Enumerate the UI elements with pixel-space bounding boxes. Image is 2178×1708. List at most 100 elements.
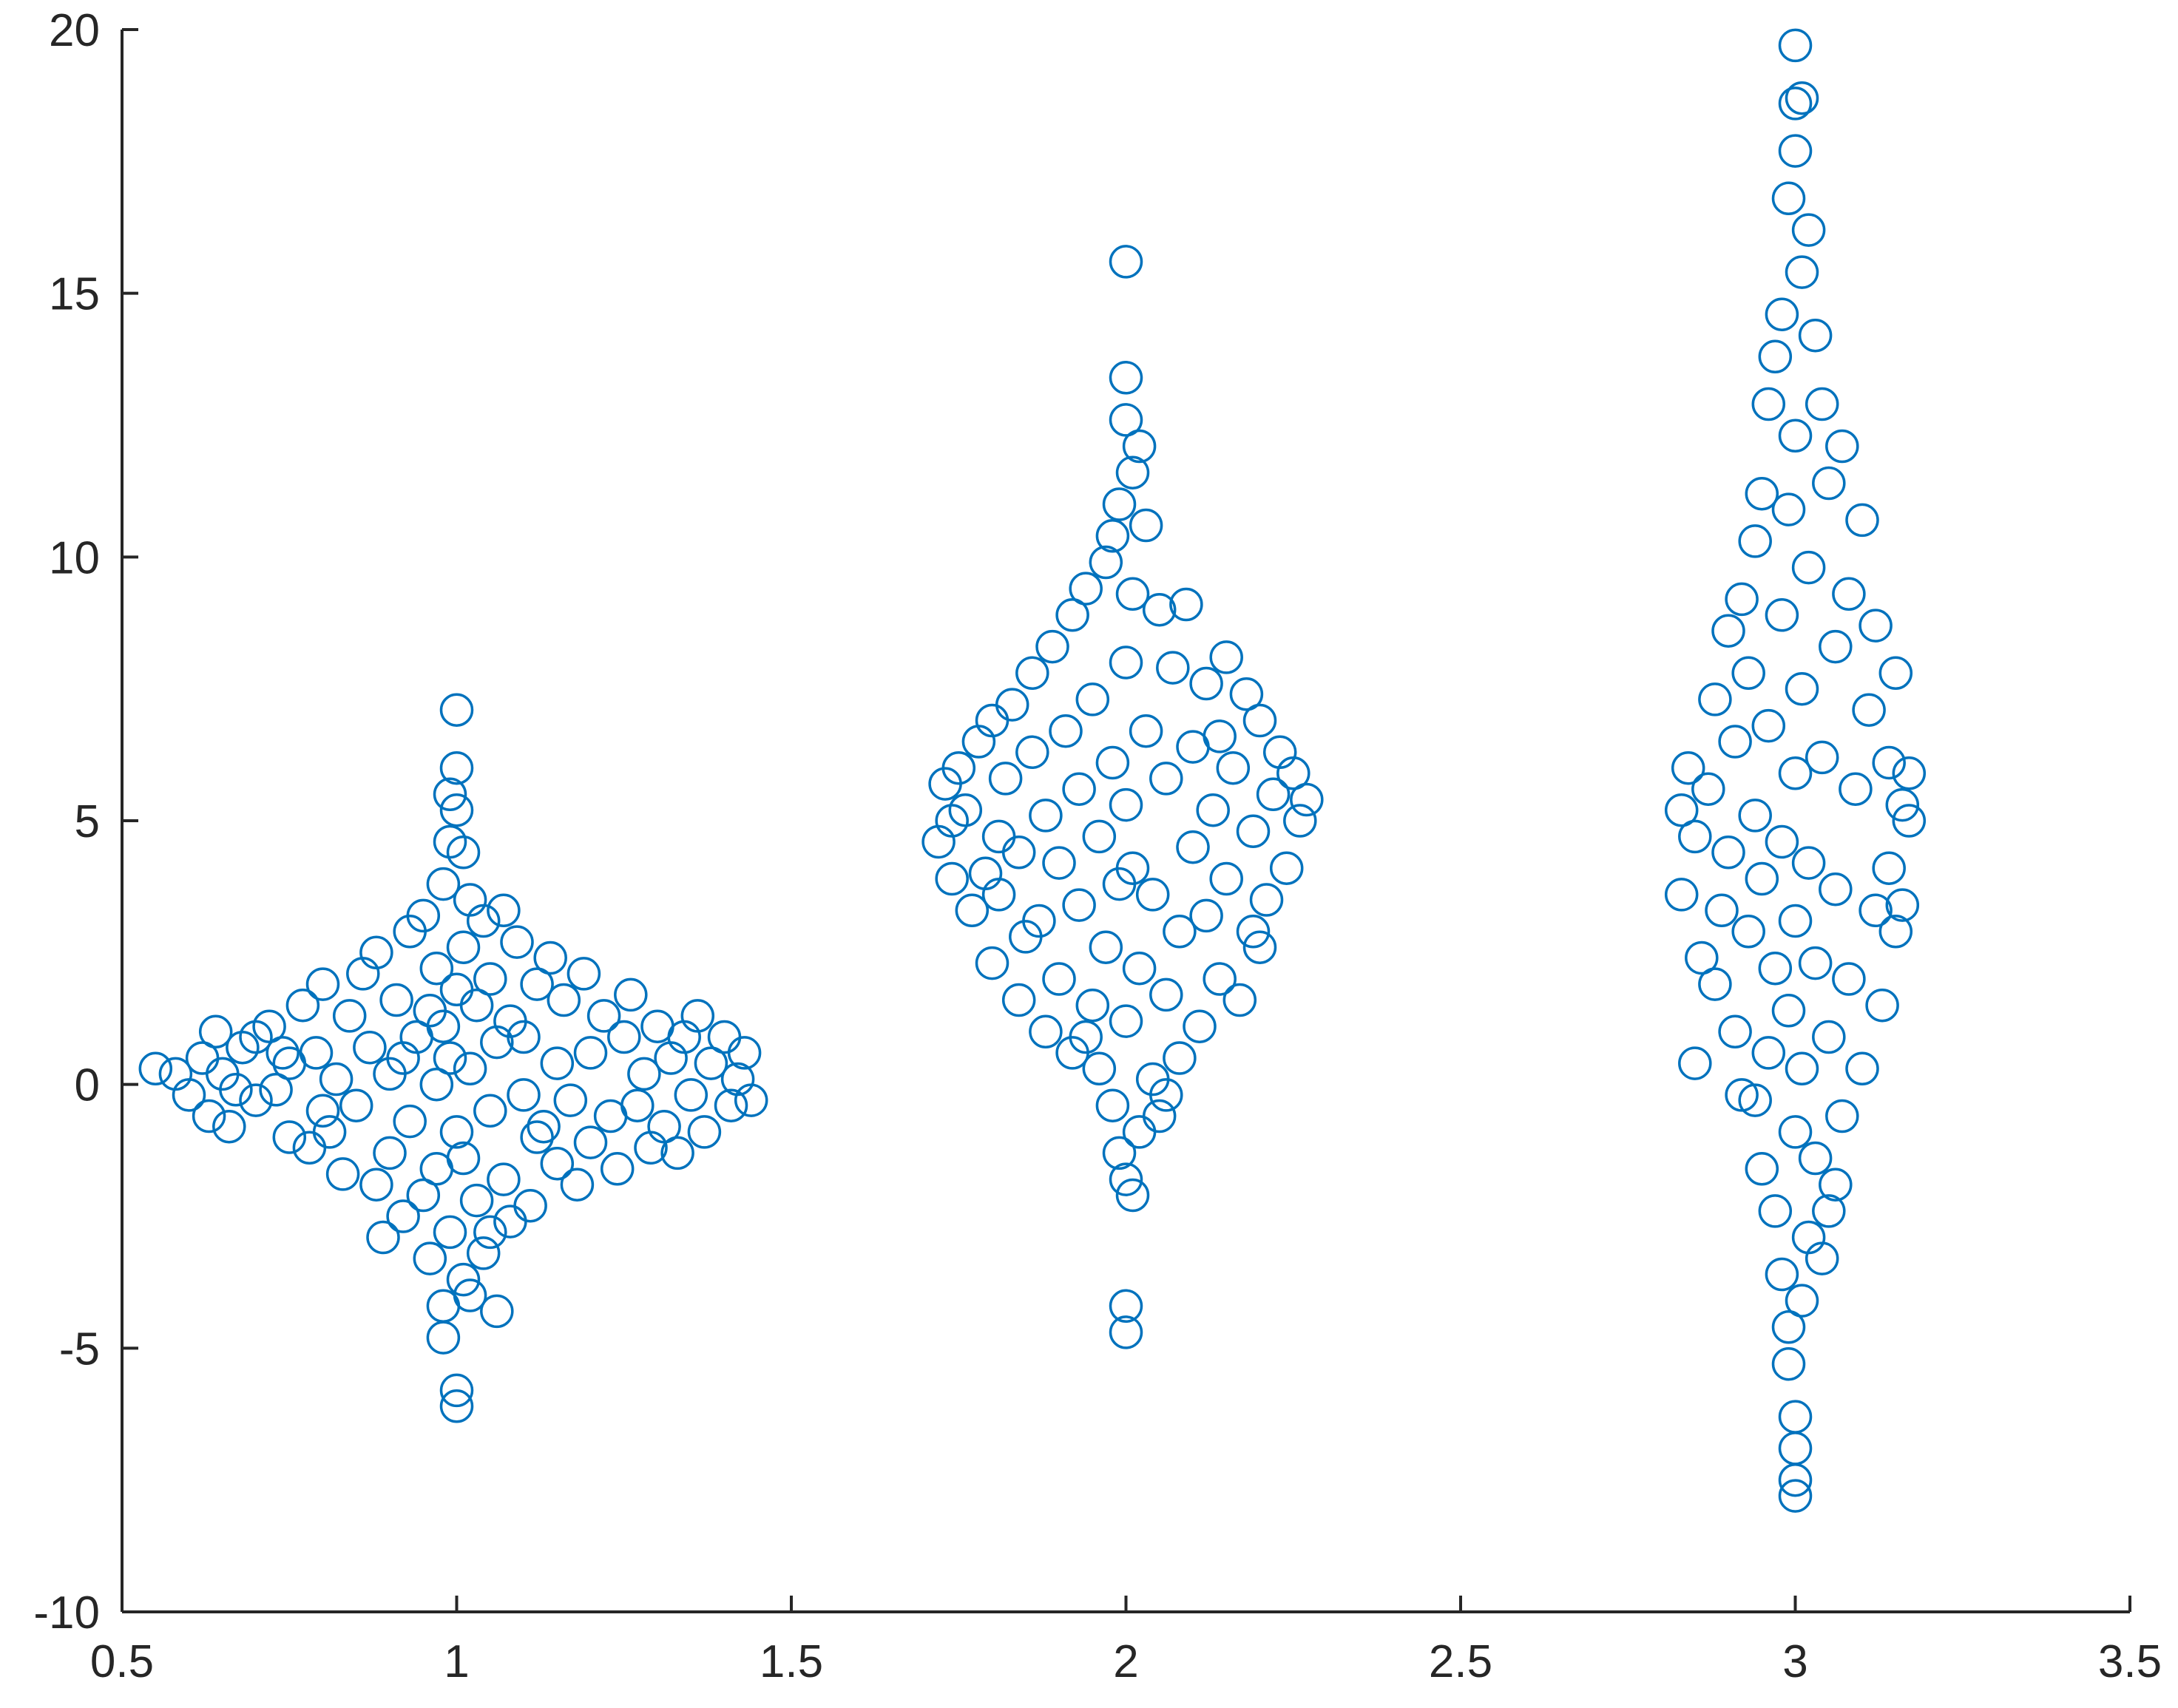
data-point bbox=[1771, 492, 1806, 526]
data-point bbox=[1812, 1194, 1846, 1228]
data-point bbox=[1771, 1310, 1806, 1344]
data-point bbox=[1698, 682, 1732, 716]
data-point bbox=[212, 1109, 246, 1144]
data-point bbox=[1892, 804, 1927, 838]
data-point bbox=[1095, 519, 1130, 553]
data-point bbox=[1765, 598, 1799, 632]
data-point bbox=[1778, 756, 1813, 790]
data-point bbox=[714, 1088, 748, 1122]
data-point bbox=[1109, 245, 1143, 279]
data-point bbox=[1885, 787, 1920, 822]
data-point bbox=[1839, 772, 1873, 806]
data-point bbox=[1751, 708, 1786, 743]
data-point bbox=[325, 1157, 360, 1191]
data-point bbox=[1765, 1257, 1799, 1292]
data-point bbox=[1798, 318, 1833, 353]
data-point bbox=[439, 1389, 474, 1423]
data-point bbox=[1758, 951, 1793, 986]
data-point bbox=[988, 762, 1023, 796]
data-point bbox=[1758, 1194, 1793, 1228]
data-point bbox=[480, 1294, 514, 1329]
data-point bbox=[1664, 878, 1699, 912]
data-point bbox=[1845, 503, 1879, 538]
data-point bbox=[1229, 677, 1264, 711]
data-point bbox=[1262, 735, 1297, 770]
data-point bbox=[1001, 836, 1036, 870]
data-point bbox=[1102, 1136, 1137, 1170]
data-point bbox=[439, 750, 474, 785]
data-point bbox=[1163, 1041, 1197, 1075]
data-point bbox=[292, 1131, 327, 1165]
data-point bbox=[1805, 387, 1839, 421]
data-point bbox=[981, 878, 1016, 912]
data-point bbox=[453, 1051, 487, 1086]
data-point bbox=[707, 1020, 742, 1054]
data-point bbox=[1832, 962, 1866, 996]
data-point bbox=[660, 1136, 694, 1170]
data-point bbox=[1738, 799, 1772, 833]
data-point bbox=[1109, 361, 1143, 395]
data-point bbox=[1778, 1479, 1813, 1513]
data-point bbox=[453, 1278, 487, 1312]
data-point bbox=[1832, 577, 1866, 611]
data-point bbox=[259, 1073, 293, 1107]
data-point bbox=[319, 1062, 354, 1097]
data-point bbox=[1135, 878, 1170, 912]
data-point bbox=[647, 1109, 681, 1144]
data-point bbox=[473, 1094, 507, 1128]
data-point bbox=[1109, 645, 1143, 680]
data-point bbox=[507, 1078, 541, 1112]
data-point bbox=[935, 861, 969, 896]
data-point bbox=[1778, 1463, 1813, 1497]
data-point bbox=[1149, 1078, 1183, 1112]
x-tick-label: 3.5 bbox=[2098, 1636, 2162, 1687]
data-point bbox=[305, 1094, 340, 1128]
data-point bbox=[386, 1041, 420, 1075]
data-point bbox=[239, 1083, 273, 1117]
data-point bbox=[1042, 846, 1076, 880]
data-point bbox=[1785, 671, 1819, 706]
data-point bbox=[1062, 888, 1096, 922]
data-point bbox=[433, 824, 467, 859]
data-point bbox=[453, 883, 487, 917]
data-point bbox=[1765, 297, 1799, 331]
data-point bbox=[459, 1183, 494, 1218]
data-point bbox=[654, 1041, 688, 1075]
data-point bbox=[446, 1141, 481, 1176]
data-point bbox=[981, 819, 1016, 854]
data-point bbox=[607, 1020, 641, 1054]
data-point bbox=[1069, 1020, 1103, 1054]
data-point bbox=[138, 1051, 173, 1086]
data-point bbox=[459, 988, 494, 1023]
data-point bbox=[1678, 1046, 1712, 1080]
data-point bbox=[1089, 545, 1123, 580]
data-point bbox=[1745, 476, 1779, 511]
data-point bbox=[305, 967, 340, 1001]
data-point bbox=[359, 1168, 393, 1202]
data-point bbox=[513, 1188, 547, 1223]
data-point bbox=[1095, 1088, 1130, 1122]
data-point bbox=[406, 1178, 441, 1213]
data-point bbox=[1852, 693, 1886, 727]
data-point bbox=[1149, 977, 1183, 1012]
data-point bbox=[1718, 725, 1752, 759]
data-point bbox=[266, 1036, 300, 1070]
data-point bbox=[975, 703, 1009, 738]
data-point bbox=[473, 962, 507, 996]
data-point bbox=[1798, 1141, 1833, 1176]
data-point bbox=[1778, 87, 1813, 121]
data-point bbox=[1825, 429, 1859, 464]
data-point bbox=[1163, 915, 1197, 949]
data-point bbox=[1122, 1115, 1157, 1149]
data-point bbox=[1878, 656, 1913, 691]
data-point bbox=[1142, 1099, 1177, 1133]
data-point bbox=[1671, 750, 1705, 785]
data-point bbox=[533, 941, 567, 975]
data-point bbox=[1001, 983, 1036, 1017]
data-point bbox=[1685, 941, 1719, 975]
data-point bbox=[527, 1109, 561, 1144]
data-point bbox=[419, 1067, 454, 1102]
data-point bbox=[439, 793, 474, 827]
data-point bbox=[359, 935, 393, 970]
data-point bbox=[1102, 487, 1137, 521]
